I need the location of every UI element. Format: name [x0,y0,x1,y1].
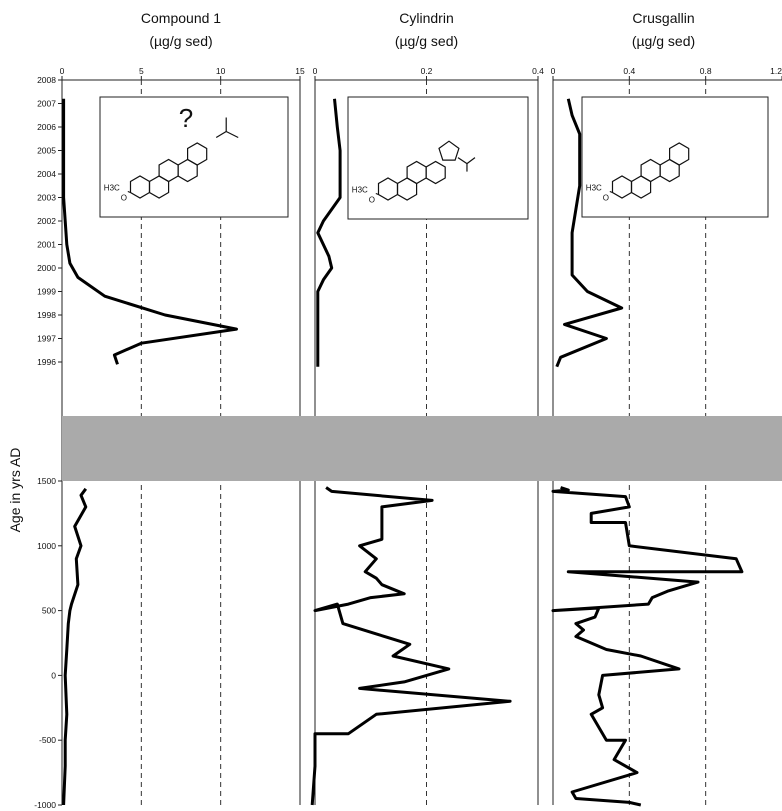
x-tick-label: 0 [60,66,65,76]
bond [457,157,468,165]
y-tick-label: 2006 [37,122,56,132]
y-tick-label: 2007 [37,99,56,109]
x-tick-label: 0 [551,66,556,76]
y-tick-label: 2008 [37,75,56,85]
bond [375,192,379,196]
y-tick-label: 0 [51,670,56,680]
x-tick-label: 15 [295,66,305,76]
age-gap-band [62,416,782,481]
y-tick-label: 1997 [37,334,56,344]
x-tick-label: 0.8 [700,66,712,76]
ring [187,142,208,166]
y-tick-label: -500 [39,735,56,745]
x-tick-label: 0 [313,66,318,76]
methyl-label: H3C [586,184,602,193]
y-tick-label: 1999 [37,287,56,297]
y-tick-label: 2002 [37,216,56,226]
bond [466,157,476,165]
panel-title: Compound 1 [141,10,221,26]
y-axis: 2008 2007 2006 2005 2004 2003 2002 2001 2000 1999… [34,75,63,810]
y-tick-label: 2005 [37,146,56,156]
panel-unit: (µg/g sed) [632,33,695,49]
series-line-recent [316,98,342,367]
ring [438,140,460,161]
oxygen-label: O [603,194,609,203]
x-tick-label: 0.4 [532,66,544,76]
structure-box [99,96,289,218]
oxygen-label: O [121,194,127,203]
unknown-structure-mark: ? [179,103,193,133]
y-tick-label: 2003 [37,193,56,203]
series-line-old [551,486,744,807]
methyl-label: H3C [352,186,368,195]
methyl-label: H3C [104,184,120,193]
bond [127,190,131,194]
x-tick-label: 5 [139,66,144,76]
y-tick-label: 2000 [37,263,56,273]
panel-unit: (µg/g sed) [149,33,212,49]
bond [609,190,613,194]
panel-unit: (µg/g sed) [395,33,458,49]
ring [425,160,446,185]
series-line-old [62,487,88,806]
panel-title: Crusgallin [632,10,694,26]
oxygen-label: O [369,196,375,205]
y-tick-label: 1998 [37,310,56,320]
x-tick-label: 10 [216,66,226,76]
x-tick-label: 0.2 [421,66,433,76]
y-tick-label: 1996 [37,357,56,367]
y-tick-label: 1000 [37,541,56,551]
bond [215,130,227,139]
y-tick-label: 2004 [37,169,56,179]
x-tick-label: 0.4 [623,66,635,76]
y-tick-label: 2001 [37,240,56,250]
y-tick-label: -1000 [34,800,56,810]
y-tick-label: 500 [42,606,56,616]
x-tick-label: 1.2 [770,66,782,76]
bond [225,130,239,139]
y-axis-label: Age in yrs AD [7,448,23,533]
structure-box [581,96,769,218]
series-line-old [310,486,512,806]
ring [668,142,690,166]
y-tick-label: 1500 [37,476,56,486]
panels: Compound 1(µg/g sed)0 5 10 15?OH3CCylindrin… [60,10,782,807]
series-line-recent [62,98,238,365]
series-line-recent [555,98,624,368]
panel-title: Cylindrin [399,10,453,26]
structure-box [347,96,529,220]
